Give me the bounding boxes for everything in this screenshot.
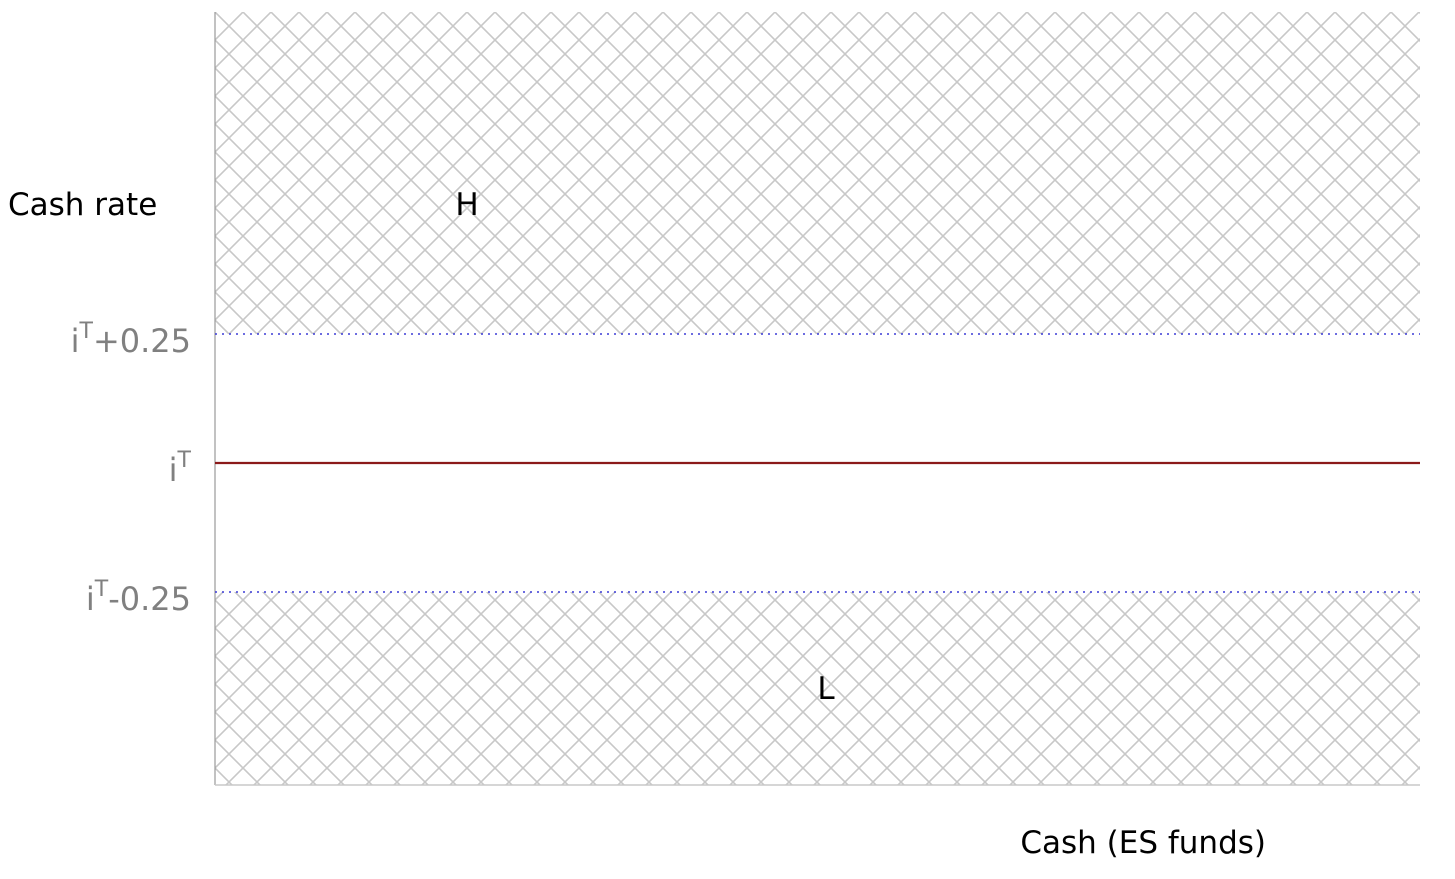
region-low-label: L <box>817 671 835 707</box>
region-high-hatch <box>215 12 1420 334</box>
tick-label-upper-band: iT+0.25 <box>71 319 191 360</box>
region-high-label: H <box>455 187 478 223</box>
y-axis-title: Cash rate <box>8 187 157 223</box>
tick-label-target-rate: iT <box>169 448 192 489</box>
region-low-hatch <box>215 592 1420 785</box>
x-axis-title: Cash (ES funds) <box>1020 825 1266 861</box>
tick-label-lower-band: iT-0.25 <box>86 577 191 618</box>
